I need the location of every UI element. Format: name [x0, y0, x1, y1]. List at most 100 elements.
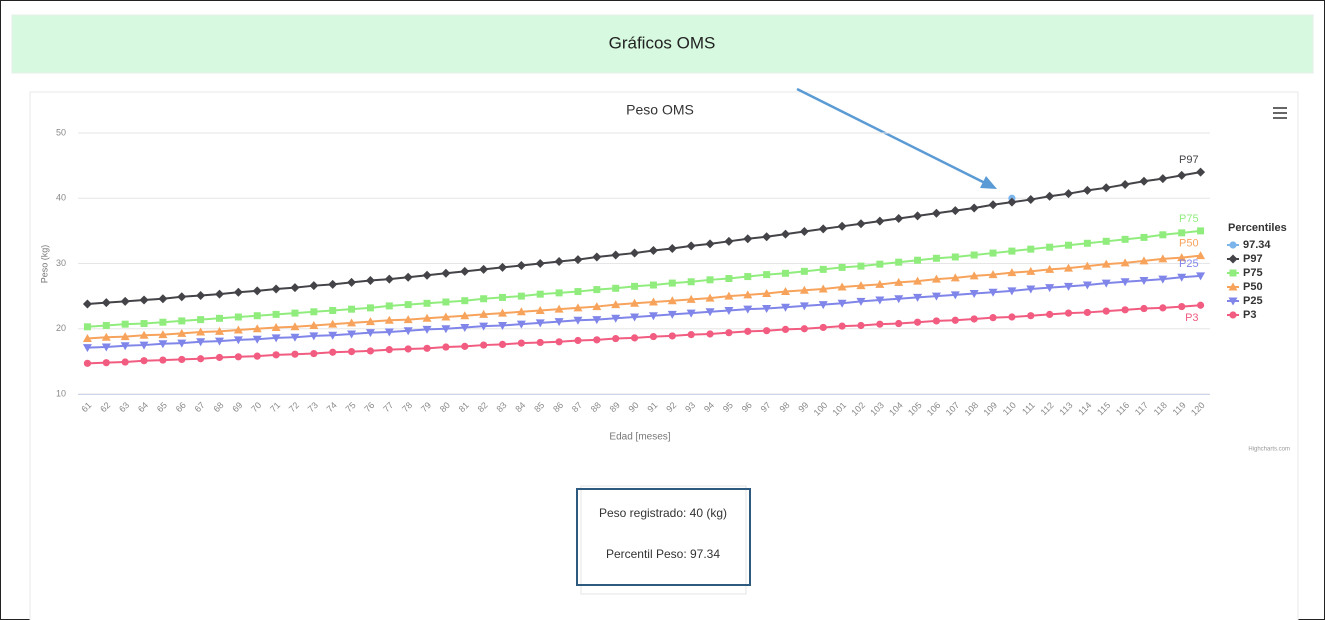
- data-point: [1158, 254, 1168, 263]
- data-point: [574, 336, 582, 345]
- data-point: [724, 236, 734, 246]
- data-point: [403, 315, 413, 324]
- data-point: [951, 316, 959, 324]
- data-point: [1101, 183, 1111, 193]
- data-point: [648, 245, 658, 255]
- legend-symbol: [1228, 254, 1238, 264]
- data-point: [837, 221, 847, 231]
- data-point: [1083, 239, 1091, 247]
- legend-symbol: [1229, 241, 1237, 249]
- data-point: [1007, 197, 1017, 207]
- data-point: [196, 290, 206, 300]
- data-point: [931, 292, 941, 301]
- data-point: [837, 282, 847, 291]
- data-point: [536, 290, 544, 298]
- data-point: [384, 328, 394, 337]
- menu-button[interactable]: [1273, 107, 1287, 119]
- data-point: [348, 305, 356, 313]
- data-point: [649, 332, 658, 341]
- data-point: [763, 271, 771, 279]
- info-card: [580, 485, 747, 595]
- data-point: [422, 313, 432, 322]
- data-point: [82, 334, 92, 343]
- data-point: [479, 309, 489, 318]
- data-point: [648, 312, 658, 321]
- legend-label: P97: [1243, 253, 1263, 265]
- data-point: [404, 345, 412, 353]
- data-point: [441, 268, 451, 278]
- data-point: [800, 325, 808, 333]
- data-point: [272, 351, 280, 359]
- data-point: [818, 224, 828, 234]
- data-point: [1083, 308, 1091, 317]
- legend-symbol: [1229, 269, 1237, 277]
- data-point: [234, 353, 242, 361]
- data-point: [950, 291, 960, 300]
- series-end-label: P97: [1179, 154, 1199, 166]
- data-point: [969, 290, 979, 299]
- data-point: [648, 297, 658, 306]
- series-line: [87, 274, 1201, 349]
- data-point: [744, 327, 752, 335]
- data-point: [159, 356, 167, 364]
- data-point: [969, 203, 979, 213]
- data-point: [252, 286, 262, 296]
- info-percentile: Percentil Peso: 97.34: [606, 547, 720, 561]
- credits[interactable]: Highcharts.com: [1248, 447, 1290, 453]
- data-point: [365, 317, 375, 326]
- data-point: [781, 287, 790, 296]
- data-point: [102, 359, 110, 367]
- data-point: [876, 260, 884, 268]
- data-point: [139, 341, 149, 350]
- data-point: [799, 227, 809, 237]
- legend-symbol: [1228, 282, 1238, 291]
- data-point: [328, 319, 338, 328]
- data-point: [120, 342, 130, 351]
- data-point: [1178, 229, 1186, 237]
- data-point: [781, 229, 790, 239]
- data-point: [120, 332, 130, 341]
- data-point: [857, 262, 865, 270]
- info-weight: Peso registrado: 40 (kg): [599, 506, 727, 520]
- data-point: [1120, 258, 1130, 267]
- data-point: [856, 281, 866, 290]
- data-point: [1064, 282, 1073, 291]
- data-point: [932, 317, 941, 325]
- data-point: [101, 343, 111, 352]
- data-point: [272, 310, 280, 318]
- data-point: [329, 348, 337, 356]
- data-point: [479, 322, 489, 331]
- data-point: [743, 234, 753, 244]
- data-point: [818, 284, 828, 293]
- data-point: [725, 329, 733, 337]
- data-point: [1121, 306, 1129, 314]
- data-point: [1158, 275, 1168, 284]
- data-point: [1177, 253, 1187, 262]
- data-point: [837, 299, 847, 308]
- data-point: [365, 275, 375, 285]
- data-point: [535, 305, 545, 314]
- data-point: [385, 346, 393, 354]
- data-point: [592, 316, 602, 325]
- data-point: [612, 284, 620, 292]
- data-point: [442, 343, 450, 351]
- y-tick-label: 40: [56, 193, 66, 203]
- data-point: [461, 342, 469, 350]
- data-point: [913, 276, 923, 285]
- data-point: [668, 279, 676, 287]
- data-point: [252, 324, 262, 333]
- data-point: [1045, 284, 1055, 293]
- data-point: [554, 304, 564, 313]
- data-point: [233, 336, 243, 345]
- data-point: [1101, 259, 1111, 268]
- data-point: [630, 334, 639, 342]
- data-point: [159, 318, 167, 326]
- legend-label: P50: [1243, 281, 1263, 293]
- data-point: [480, 341, 488, 349]
- data-point: [271, 284, 281, 294]
- data-point: [83, 359, 92, 367]
- data-point: [310, 349, 318, 358]
- data-point: [555, 338, 563, 346]
- data-point: [1139, 276, 1149, 285]
